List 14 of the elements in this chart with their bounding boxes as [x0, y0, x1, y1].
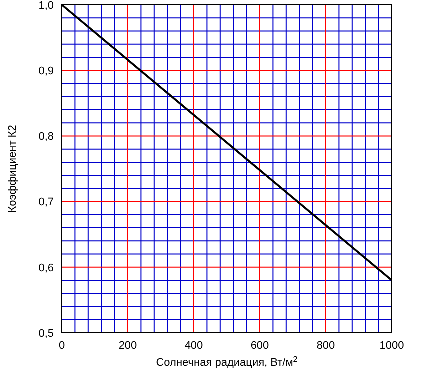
y-tick-label: 1,0 — [38, 0, 54, 12]
y-tick-label: 0,9 — [38, 66, 54, 78]
y-tick-label: 0,8 — [38, 131, 54, 144]
x-tick-label: 200 — [118, 340, 138, 352]
y-axis-title: Коэффициент К2 — [7, 125, 19, 213]
y-tick-label: 0,5 — [38, 328, 54, 340]
x-tick-label: 800 — [316, 340, 336, 352]
x-tick-label: 1000 — [380, 340, 404, 352]
x-tick-label: 400 — [184, 340, 204, 352]
x-tick-label: 600 — [250, 340, 270, 352]
x-axis-title: Солнечная радиация, Вт/м$^{2}$ — [156, 354, 298, 369]
x-tick-label: 0 — [58, 340, 66, 352]
y-tick-label: 0,7 — [38, 196, 54, 209]
y-tick-label: 0,6 — [38, 262, 54, 274]
